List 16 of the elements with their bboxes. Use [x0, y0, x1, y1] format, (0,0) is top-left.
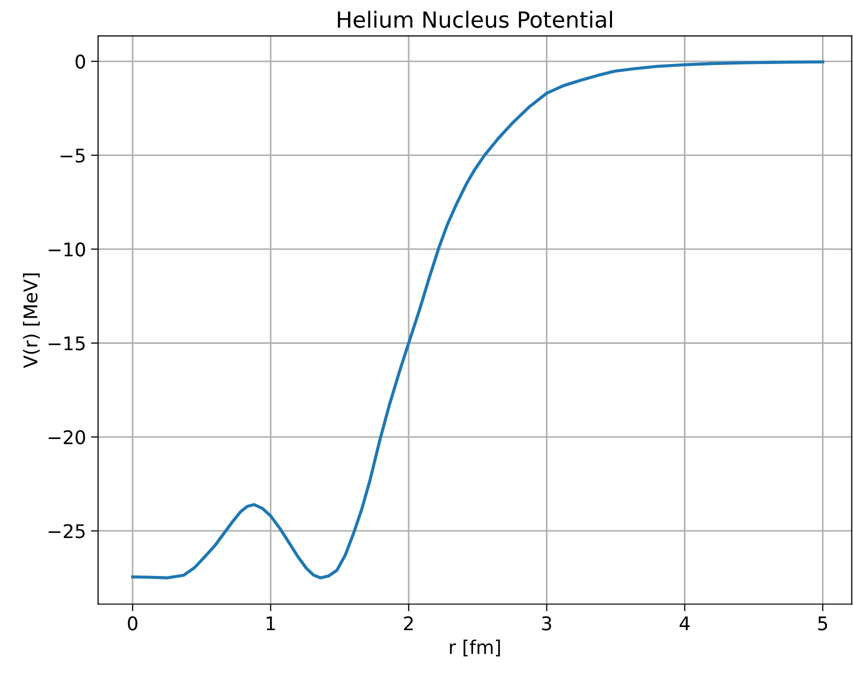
x-tick-label: 1 — [266, 616, 275, 630]
y-tick-label: −10 — [48, 242, 86, 257]
y-tick-label: −25 — [48, 524, 85, 538]
y-tick-label: −20 — [48, 430, 86, 444]
x-tick-label: 3 — [542, 616, 552, 630]
y-tick-label: −5 — [60, 148, 85, 163]
y-axis-title: V(r) [MeV] — [23, 274, 40, 368]
line-series — [131, 60, 824, 580]
y-tick-label: −15 — [48, 336, 85, 350]
x-tick-label: 5 — [818, 616, 828, 630]
x-axis-title: r [fm] — [450, 640, 500, 656]
chart-title: Helium Nucleus Potential — [338, 10, 612, 28]
x-tick-label: 0 — [128, 616, 138, 630]
y-tick-label: 0 — [76, 54, 86, 69]
x-tick-label: 4 — [680, 616, 690, 630]
x-tick-label: 2 — [404, 616, 413, 630]
